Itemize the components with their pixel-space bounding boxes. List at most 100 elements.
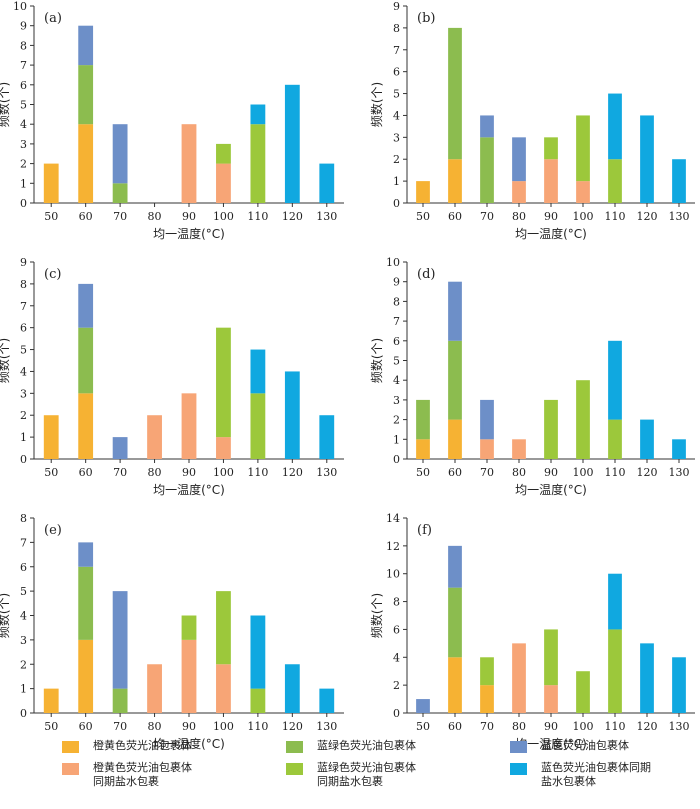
x-tick-label: 120 [282, 210, 303, 223]
bar-segment-green [78, 566, 94, 640]
bar-segment-cyan [640, 419, 654, 459]
bar-segment-green [416, 399, 430, 440]
x-tick-label: 90 [182, 720, 196, 733]
x-tick-label: 100 [573, 210, 594, 223]
x-tick-label: 130 [669, 720, 690, 733]
bar-segment-yellowgreen [544, 629, 558, 686]
y-tick-label: 3 [20, 634, 27, 647]
bar-segment-orange [78, 124, 94, 203]
x-tick-label: 80 [148, 210, 162, 223]
x-tick-label: 80 [148, 720, 162, 733]
bar-segment-green [448, 340, 462, 420]
bar-segment-yellowgreen [250, 124, 266, 203]
bar-segment-salmon [512, 643, 526, 713]
panel-label: (b) [417, 11, 435, 26]
x-tick-label: 100 [213, 210, 234, 223]
x-tick-label: 100 [213, 466, 234, 479]
bar-segment-green [78, 327, 94, 394]
y-tick-label: 6 [393, 623, 400, 636]
bar-segment-cyan [672, 159, 686, 203]
bar-segment-yellowgreen [576, 671, 590, 713]
y-tick-label: 0 [393, 453, 400, 466]
bar-segment-yellowgreen [608, 159, 622, 203]
bar-segment-salmon [216, 163, 231, 203]
y-tick-label: 4 [20, 610, 27, 623]
y-tick-label: 8 [20, 512, 27, 525]
bar-segment-orange [78, 639, 94, 713]
bar-segment-cyan [672, 439, 686, 459]
y-tick-label: 8 [393, 295, 400, 308]
y-tick-label: 7 [20, 300, 27, 313]
x-tick-label: 70 [113, 210, 127, 223]
x-tick-label: 110 [247, 466, 268, 479]
bar-segment-green [480, 137, 494, 203]
x-tick-label: 130 [316, 210, 337, 223]
x-tick-label: 50 [44, 720, 58, 733]
x-tick-label: 60 [448, 466, 462, 479]
bar-segment-orange [78, 393, 94, 459]
x-tick-label: 110 [605, 720, 626, 733]
x-tick-label: 50 [44, 210, 58, 223]
bar-segment-cyan [250, 104, 266, 125]
y-tick-label: 8 [393, 596, 400, 609]
x-tick-label: 130 [316, 466, 337, 479]
y-axis-title: 频数(个) [369, 82, 384, 127]
bar-segment-blue [480, 399, 494, 440]
y-tick-label: 2 [393, 679, 400, 692]
y-tick-label: 2 [393, 153, 400, 166]
y-tick-label: 2 [20, 409, 27, 422]
y-tick-label: 3 [20, 387, 27, 400]
x-tick-label: 60 [79, 210, 93, 223]
bar-segment-cyan [284, 664, 300, 713]
y-tick-label: 0 [393, 197, 400, 210]
y-tick-label: 3 [393, 131, 400, 144]
x-tick-label: 110 [247, 720, 268, 733]
bar-segment-cyan [319, 163, 335, 203]
y-tick-label: 1 [20, 177, 27, 190]
x-tick-label: 130 [669, 210, 690, 223]
bar-segment-green [112, 183, 128, 203]
x-tick-label: 110 [247, 210, 268, 223]
chart-panel: 0 2 4 6 8 10 12 14 50 60 70 80 90 100 110 120 130 (f) 均一温度… [369, 512, 695, 751]
y-tick-label: 5 [20, 99, 27, 112]
x-tick-label: 130 [316, 720, 337, 733]
y-tick-label: 2 [20, 158, 27, 171]
bar-segment-salmon [544, 159, 558, 203]
y-tick-label: 7 [20, 59, 27, 72]
y-tick-label: 0 [20, 707, 27, 720]
y-tick-label: 7 [20, 536, 27, 549]
x-tick-label: 90 [182, 210, 196, 223]
bar-segment-salmon [544, 685, 558, 713]
y-axis-title: 频数(个) [369, 338, 384, 383]
x-tick-label: 70 [480, 210, 494, 223]
x-tick-label: 120 [637, 720, 658, 733]
y-tick-label: 5 [393, 88, 400, 101]
x-tick-label: 100 [213, 720, 234, 733]
bar-segment-salmon [216, 437, 231, 459]
bar-segment-cyan [319, 688, 335, 713]
y-tick-label: 1 [393, 433, 400, 446]
y-tick-label: 9 [20, 20, 27, 33]
x-tick-label: 80 [512, 466, 526, 479]
bar-segment-cyan [672, 657, 686, 713]
x-axis-title: 均一温度(°C) [153, 736, 225, 751]
y-axis-title: 频数(个) [0, 82, 11, 127]
y-tick-label: 4 [393, 109, 400, 122]
bar-segment-cyan [250, 615, 266, 689]
y-tick-label: 0 [393, 707, 400, 720]
chart-panel: 0 1 2 3 4 5 6 7 8 9 10 50 60 70 80 90 100 110 120 130 (d) 均一温… [369, 256, 695, 497]
bar-segment-orange [480, 685, 494, 713]
y-tick-label: 5 [20, 344, 27, 357]
bar-segment-salmon [147, 664, 162, 713]
bar-segment-blue [78, 542, 94, 567]
x-axis-title: 均一温度(°C) [515, 736, 587, 751]
x-tick-label: 90 [182, 466, 196, 479]
x-tick-label: 70 [480, 720, 494, 733]
x-tick-label: 120 [637, 210, 658, 223]
x-tick-label: 100 [573, 466, 594, 479]
chart-panel: 0 1 2 3 4 5 6 7 8 50 60 70 80 90 100 110 120 130 (e) 均一温度(°… [0, 512, 344, 751]
y-tick-label: 14 [386, 512, 400, 525]
y-tick-label: 9 [20, 256, 27, 269]
bar-segment-cyan [608, 340, 622, 420]
y-tick-label: 6 [393, 66, 400, 79]
